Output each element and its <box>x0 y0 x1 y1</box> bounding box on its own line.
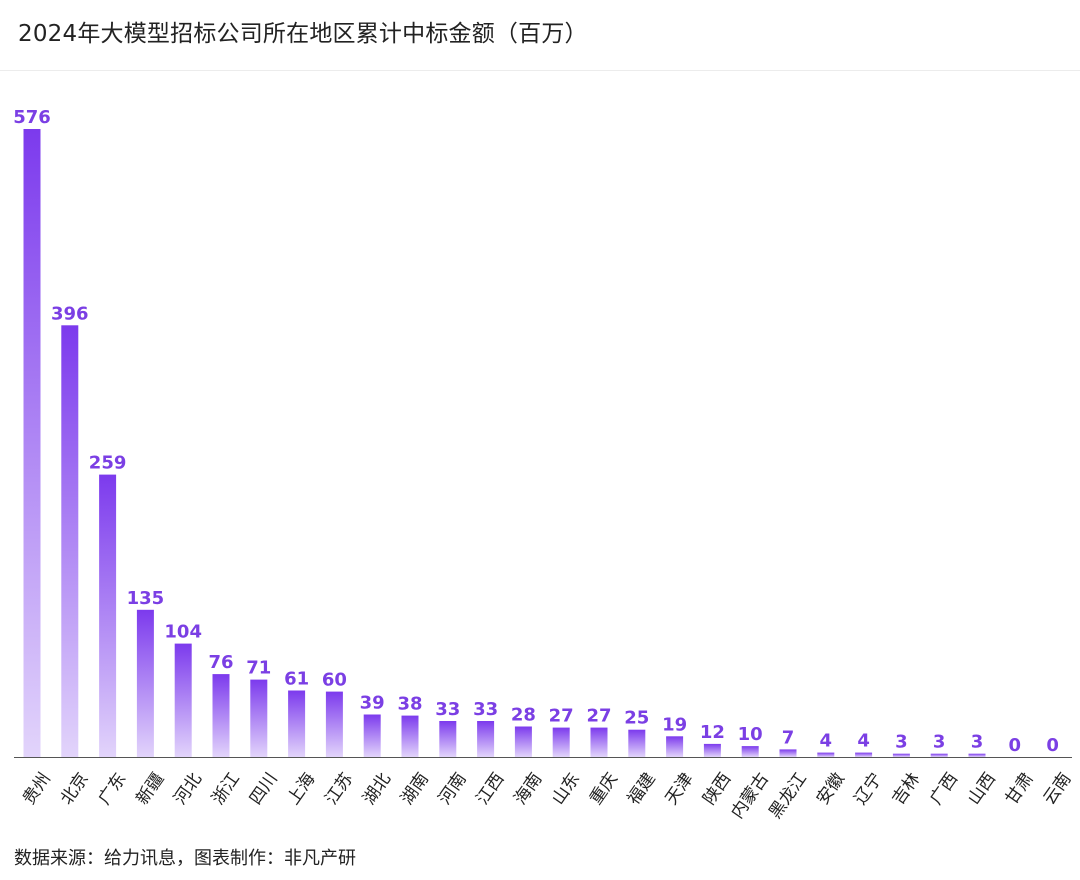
bar-湖北 <box>363 714 381 757</box>
x-tick-label-重庆: 重庆 <box>586 769 622 808</box>
bar-天津 <box>666 736 684 757</box>
bar-重庆 <box>590 727 608 757</box>
bar-浙江 <box>212 674 230 757</box>
value-label-新疆: 135 <box>127 588 165 609</box>
value-label-上海: 61 <box>284 669 309 690</box>
value-label-陕西: 12 <box>700 722 725 743</box>
bar-辽宁 <box>855 752 873 757</box>
bar-新疆 <box>136 609 154 757</box>
x-tick-label-江苏: 江苏 <box>321 769 357 808</box>
value-label-四川: 71 <box>246 658 271 679</box>
value-label-河北: 104 <box>164 622 202 643</box>
x-tick-label-新疆: 新疆 <box>132 769 168 808</box>
x-tick-label-湖北: 湖北 <box>359 769 395 808</box>
value-label-甘肃: 0 <box>1009 735 1022 756</box>
x-tick-label-安徽: 安徽 <box>813 769 849 808</box>
value-label-辽宁: 4 <box>857 731 870 752</box>
x-tick-label-内蒙古: 内蒙古 <box>727 769 773 822</box>
value-label-江苏: 60 <box>322 670 347 691</box>
value-label-安徽: 4 <box>820 731 833 752</box>
x-tick-label-山西: 山西 <box>964 769 1000 808</box>
bar-福建 <box>628 729 646 757</box>
bar-河北 <box>174 643 192 757</box>
value-label-河南: 33 <box>435 699 460 720</box>
bar-陕西 <box>703 743 721 757</box>
x-tick-label-北京: 北京 <box>57 769 93 808</box>
chart-title: 2024年大模型招标公司所在地区累计中标金额（百万） <box>18 21 588 47</box>
value-label-重庆: 27 <box>586 706 611 727</box>
x-tick-label-吉林: 吉林 <box>888 769 924 808</box>
bar-黑龙江 <box>779 749 797 757</box>
x-tick-label-山东: 山东 <box>548 769 584 808</box>
value-label-海南: 28 <box>511 705 536 726</box>
bar-北京 <box>61 325 79 757</box>
value-label-黑龙江: 7 <box>782 727 795 748</box>
x-tick-label-浙江: 浙江 <box>208 769 244 808</box>
bar-江苏 <box>325 691 343 757</box>
bar-山西 <box>968 753 986 757</box>
x-tick-label-辽宁: 辽宁 <box>851 769 887 808</box>
value-label-北京: 396 <box>51 303 89 324</box>
value-label-内蒙古: 10 <box>738 724 763 745</box>
bar-海南 <box>514 726 532 757</box>
value-label-云南: 0 <box>1046 735 1059 756</box>
bar-内蒙古 <box>741 746 759 757</box>
bar-广西 <box>930 753 948 757</box>
x-tick-label-上海: 上海 <box>284 769 320 808</box>
x-tick-label-陕西: 陕西 <box>699 769 735 808</box>
value-label-福建: 25 <box>624 708 649 729</box>
value-label-浙江: 76 <box>208 652 233 673</box>
x-tick-label-湖南: 湖南 <box>397 769 433 808</box>
x-tick-label-河北: 河北 <box>170 769 206 808</box>
title-divider <box>0 70 1080 71</box>
x-tick-label-贵州: 贵州 <box>19 769 55 808</box>
value-label-广西: 3 <box>933 732 946 753</box>
value-label-天津: 19 <box>662 714 687 735</box>
value-label-贵州: 576 <box>13 107 51 128</box>
bar-山东 <box>552 727 570 757</box>
x-tick-label-河南: 河南 <box>435 769 471 808</box>
x-tick-label-云南: 云南 <box>1040 769 1076 808</box>
bar-上海 <box>288 690 306 757</box>
value-label-广东: 259 <box>89 453 127 474</box>
x-tick-label-福建: 福建 <box>624 769 660 808</box>
x-tick-label-黑龙江: 黑龙江 <box>765 769 811 822</box>
value-label-湖北: 39 <box>360 693 385 714</box>
x-tick-label-甘肃: 甘肃 <box>1002 769 1038 808</box>
x-tick-label-天津: 天津 <box>662 769 698 808</box>
data-source-note: 数据来源：给力讯息，图表制作：非凡产研 <box>14 848 356 869</box>
bar-广东 <box>99 474 117 757</box>
bar-湖南 <box>401 715 419 757</box>
bar-吉林 <box>892 753 910 757</box>
x-tick-label-海南: 海南 <box>510 769 546 808</box>
x-tick-label-广西: 广西 <box>926 769 962 808</box>
x-tick-label-江西: 江西 <box>473 769 509 808</box>
value-label-吉林: 3 <box>895 732 908 753</box>
value-label-湖南: 38 <box>397 694 422 715</box>
value-label-山西: 3 <box>971 732 984 753</box>
x-tick-label-四川: 四川 <box>246 769 282 808</box>
value-label-山东: 27 <box>549 706 574 727</box>
bar-四川 <box>250 679 268 757</box>
bar-安徽 <box>817 752 835 757</box>
bar-河南 <box>439 721 457 757</box>
bar-贵州 <box>23 129 41 757</box>
x-tick-label-广东: 广东 <box>95 769 131 808</box>
value-label-江西: 33 <box>473 699 498 720</box>
bar-江西 <box>477 721 495 757</box>
